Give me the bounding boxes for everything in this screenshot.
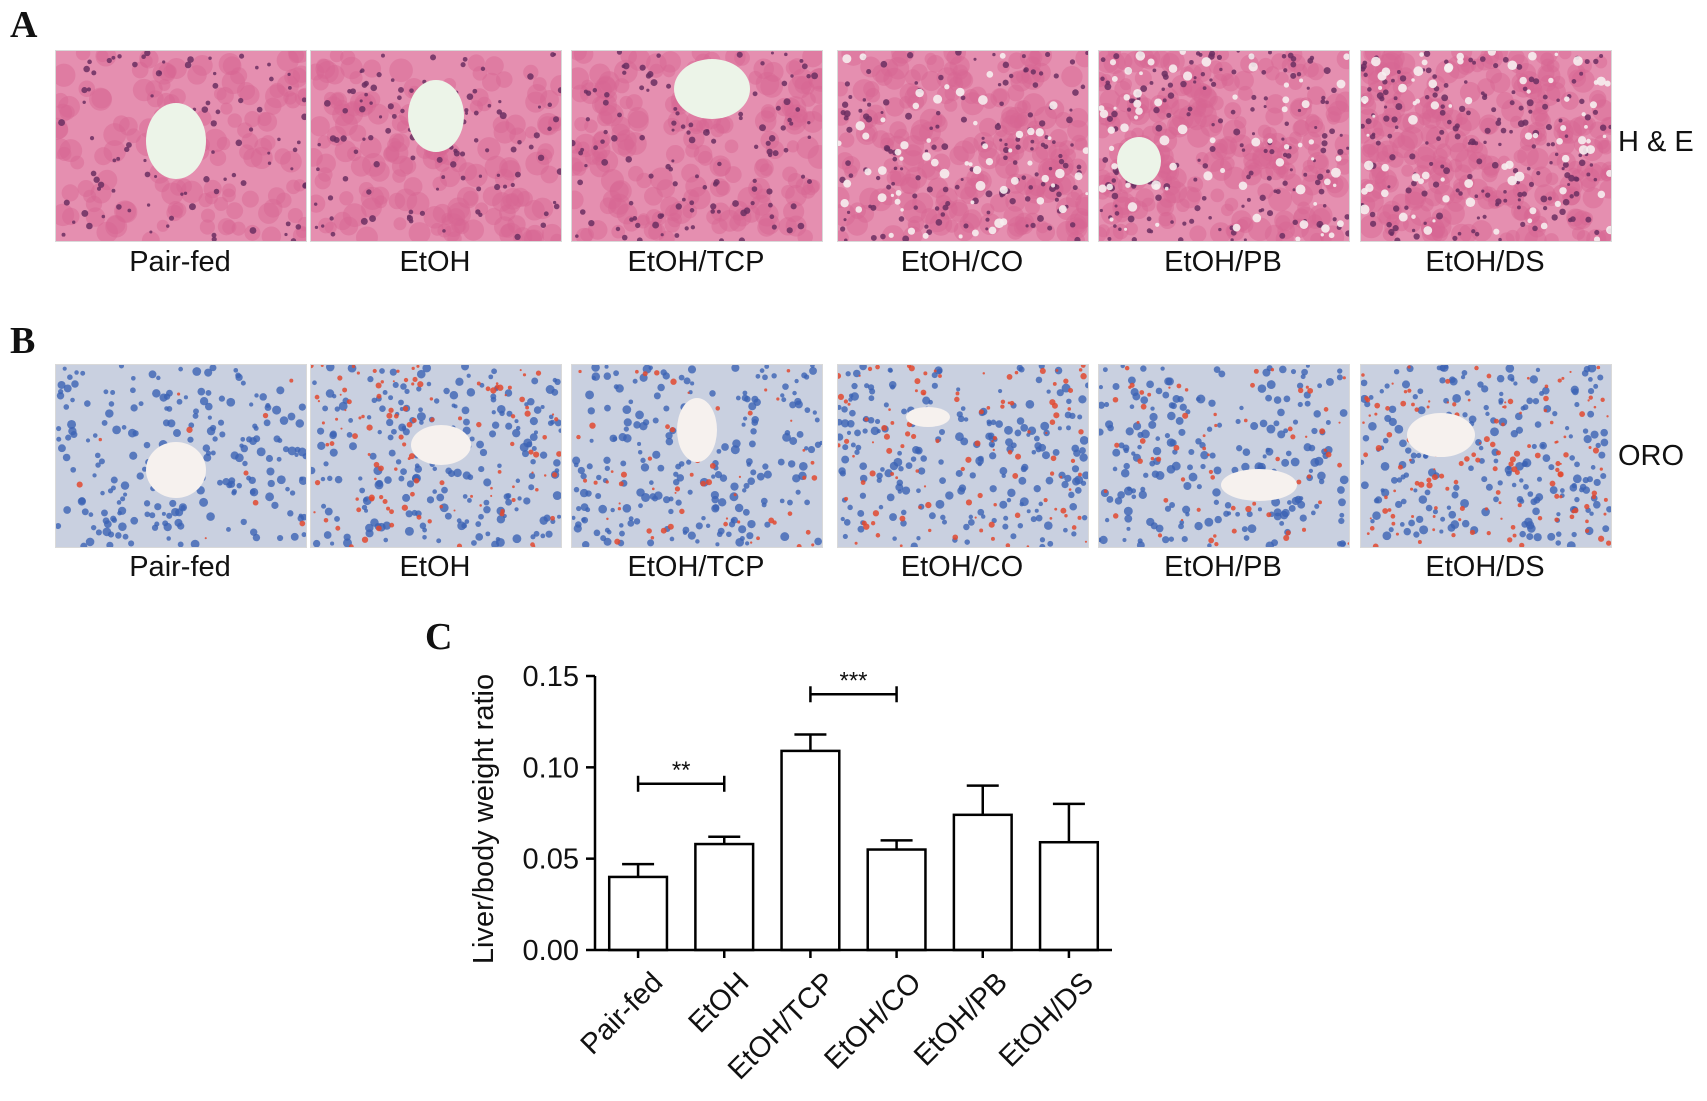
micrograph-b-4 [837, 364, 1089, 548]
y-tick-label-1: 0.00 [523, 935, 579, 967]
panel-b-letter: B [10, 320, 36, 362]
x-tick-label-1: Pair-fed [575, 966, 669, 1060]
bar-3 [780, 749, 841, 952]
panel-b-stain-label: ORO [1618, 440, 1685, 472]
micrograph-a-2 [310, 50, 562, 242]
caption-b-3: EtOH/TCP [627, 551, 765, 583]
y-axis-label: Liver/body weight ratio [468, 674, 500, 964]
panel-c-letter: C [425, 616, 453, 658]
bar-6 [1038, 840, 1100, 952]
bar-5 [952, 813, 1013, 952]
panel-a-stain-label: H & E [1618, 126, 1694, 158]
panel-a-letter: A [10, 4, 38, 46]
significance-bracket-1 [636, 775, 726, 792]
y-tick-label-2: 0.05 [523, 844, 579, 876]
caption-a-3: EtOH/TCP [627, 246, 765, 278]
caption-a-2: EtOH [399, 246, 471, 278]
y-tick-label-4: 0.15 [523, 661, 579, 693]
significance-label-2: *** [839, 667, 867, 694]
micrograph-b-2 [310, 364, 562, 548]
bar-1 [607, 875, 669, 952]
micrograph-a-5 [1098, 50, 1350, 242]
micrograph-a-6 [1360, 50, 1612, 242]
caption-b-5: EtOH/PB [1164, 551, 1282, 583]
chart-bars [607, 733, 1100, 952]
caption-a-1: Pair-fed [129, 246, 231, 278]
micrograph-b-5 [1098, 364, 1350, 548]
caption-b-2: EtOH [399, 551, 471, 583]
caption-a-4: EtOH/CO [900, 246, 1024, 278]
significance-bracket-2 [809, 686, 898, 703]
bar-4 [866, 848, 927, 952]
caption-a-6: EtOH/DS [1425, 246, 1545, 278]
micrograph-b-6 [1360, 364, 1612, 548]
caption-a-5: EtOH/PB [1164, 246, 1282, 278]
y-tick-label-3: 0.10 [523, 752, 579, 784]
micrograph-a-1 [55, 50, 307, 242]
micrograph-a-4 [837, 50, 1089, 242]
significance-label-1: ** [672, 757, 691, 784]
caption-b-4: EtOH/CO [900, 551, 1024, 583]
x-tick-label-6: EtOH/DS [993, 966, 1100, 1073]
caption-b-6: EtOH/DS [1425, 551, 1545, 583]
bar-2 [694, 842, 755, 952]
caption-b-1: Pair-fed [129, 551, 231, 583]
micrograph-b-1 [55, 364, 307, 548]
micrograph-a-3 [571, 50, 823, 242]
micrograph-b-3 [571, 364, 823, 548]
x-tick-label-2: EtOH [683, 966, 756, 1039]
